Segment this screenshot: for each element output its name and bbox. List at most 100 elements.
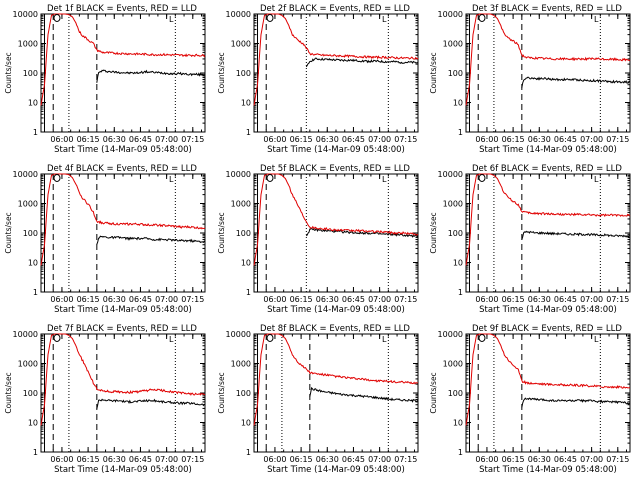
x-tick-label: 06:00 xyxy=(263,295,286,304)
x-tick-label: 06:15 xyxy=(502,295,525,304)
y-tick-label: 10 xyxy=(241,419,251,428)
x-tick-label: 07:00 xyxy=(580,295,603,304)
series-lld-line xyxy=(40,13,206,106)
panel-title: Det 9f BLACK = Events, RED = LLD xyxy=(472,324,622,334)
series-lld-line xyxy=(253,13,419,106)
y-tick-label: 100 xyxy=(448,69,463,78)
series-lld-line xyxy=(40,173,206,266)
series-lld-line xyxy=(253,173,419,266)
panel-title: Det 5f BLACK = Events, RED = LLD xyxy=(260,164,410,174)
y-tick-label: 100 xyxy=(23,229,38,238)
y-tick-label: 1000 xyxy=(18,360,38,369)
y-tick-label: 100 xyxy=(23,69,38,78)
y-tick-label: 10 xyxy=(28,419,38,428)
y-tick-label: 1000 xyxy=(443,200,463,209)
x-tick-label: 06:45 xyxy=(129,455,152,464)
y-tick-label: 10 xyxy=(453,419,463,428)
x-tick-label: 06:00 xyxy=(263,135,286,144)
series-events-line xyxy=(305,228,418,238)
y-tick-label: 1000 xyxy=(231,360,251,369)
corner-glyph: L xyxy=(169,335,174,344)
y-tick-label: 10000 xyxy=(13,170,38,179)
x-tick-label: 07:15 xyxy=(606,295,629,304)
y-tick-label: 1000 xyxy=(18,200,38,209)
y-tick-label: 10000 xyxy=(226,10,251,19)
x-tick-label: 07:00 xyxy=(368,455,391,464)
chart-panel-5: Det 5f BLACK = Events, RED = LLD 1 10 100 10… xyxy=(217,164,419,315)
y-axis-label: Counts/sec xyxy=(429,52,438,93)
chart-panel-2: Det 2f BLACK = Events, RED = LLD 1 10 100 10… xyxy=(217,4,419,155)
y-tick-label: 100 xyxy=(448,229,463,238)
y-tick-label: 10 xyxy=(241,259,251,268)
x-tick-label: 06:45 xyxy=(129,295,152,304)
y-tick-label: 1000 xyxy=(18,40,38,49)
corner-glyph: L xyxy=(169,175,174,184)
series-lld-line xyxy=(253,333,419,426)
series-lld-line xyxy=(465,333,631,426)
y-tick-label: 1 xyxy=(246,448,251,457)
x-tick-label: 06:30 xyxy=(528,295,551,304)
series-events-line xyxy=(96,398,206,410)
x-tick-label: 06:15 xyxy=(290,455,313,464)
x-axis-label: Start Time (14-Mar-09 05:48:00) xyxy=(267,465,405,475)
x-tick-label: 07:00 xyxy=(368,295,391,304)
x-tick-label: 06:30 xyxy=(103,135,126,144)
saturation-ring-icon xyxy=(266,14,274,22)
y-axis-label: Counts/sec xyxy=(429,212,438,253)
y-tick-label: 100 xyxy=(448,389,463,398)
x-tick-label: 07:15 xyxy=(181,455,204,464)
y-tick-label: 10000 xyxy=(13,10,38,19)
chart-panel-7: Det 7f BLACK = Events, RED = LLD 1 10 100 10… xyxy=(4,324,206,475)
x-axis-label: Start Time (14-Mar-09 05:48:00) xyxy=(54,305,192,315)
x-tick-label: 07:15 xyxy=(394,455,417,464)
y-tick-label: 1000 xyxy=(443,360,463,369)
x-axis-label: Start Time (14-Mar-09 05:48:00) xyxy=(479,465,617,475)
saturation-ring-icon xyxy=(478,14,486,22)
x-tick-label: 06:00 xyxy=(475,135,498,144)
x-axis-label: Start Time (14-Mar-09 05:48:00) xyxy=(267,305,405,315)
x-tick-label: 07:15 xyxy=(181,295,204,304)
x-tick-label: 06:30 xyxy=(103,455,126,464)
y-tick-label: 10000 xyxy=(226,330,251,339)
x-tick-label: 06:45 xyxy=(554,295,577,304)
y-tick-label: 10000 xyxy=(438,10,463,19)
y-tick-label: 10 xyxy=(453,99,463,108)
y-tick-label: 1 xyxy=(458,288,463,297)
y-tick-label: 100 xyxy=(236,229,251,238)
x-tick-label: 06:15 xyxy=(502,135,525,144)
panel-title: Det 4f BLACK = Events, RED = LLD xyxy=(47,164,197,174)
series-events-line xyxy=(521,230,631,240)
x-tick-label: 07:00 xyxy=(368,135,391,144)
saturation-ring-icon xyxy=(53,174,61,182)
x-tick-label: 06:15 xyxy=(77,295,100,304)
y-tick-label: 100 xyxy=(236,69,251,78)
x-tick-label: 06:15 xyxy=(77,455,100,464)
x-tick-label: 07:15 xyxy=(606,455,629,464)
x-tick-label: 06:30 xyxy=(316,135,339,144)
y-tick-label: 1 xyxy=(246,288,251,297)
x-tick-label: 07:00 xyxy=(580,135,603,144)
y-tick-label: 1 xyxy=(33,128,38,137)
series-events-line xyxy=(521,397,631,408)
chart-panel-6: Det 6f BLACK = Events, RED = LLD 1 10 100 10… xyxy=(429,164,631,315)
y-tick-label: 10000 xyxy=(226,170,251,179)
y-tick-label: 10000 xyxy=(438,170,463,179)
y-tick-label: 10 xyxy=(453,259,463,268)
x-tick-label: 07:15 xyxy=(181,135,204,144)
chart-panel-9: Det 9f BLACK = Events, RED = LLD 1 10 100 10… xyxy=(429,324,631,475)
plot-frame xyxy=(40,173,206,293)
saturation-ring-icon xyxy=(478,174,486,182)
series-lld-line xyxy=(40,333,206,426)
x-tick-label: 06:15 xyxy=(502,455,525,464)
x-tick-label: 06:45 xyxy=(342,295,365,304)
corner-glyph: L xyxy=(594,15,599,24)
x-tick-label: 07:15 xyxy=(394,135,417,144)
y-tick-label: 1000 xyxy=(231,200,251,209)
x-tick-label: 06:30 xyxy=(316,295,339,304)
y-axis-label: Counts/sec xyxy=(4,212,13,253)
y-tick-label: 1 xyxy=(458,448,463,457)
panel-title: Det 8f BLACK = Events, RED = LLD xyxy=(260,324,410,334)
x-axis-label: Start Time (14-Mar-09 05:48:00) xyxy=(54,465,192,475)
saturation-ring-icon xyxy=(53,14,61,22)
